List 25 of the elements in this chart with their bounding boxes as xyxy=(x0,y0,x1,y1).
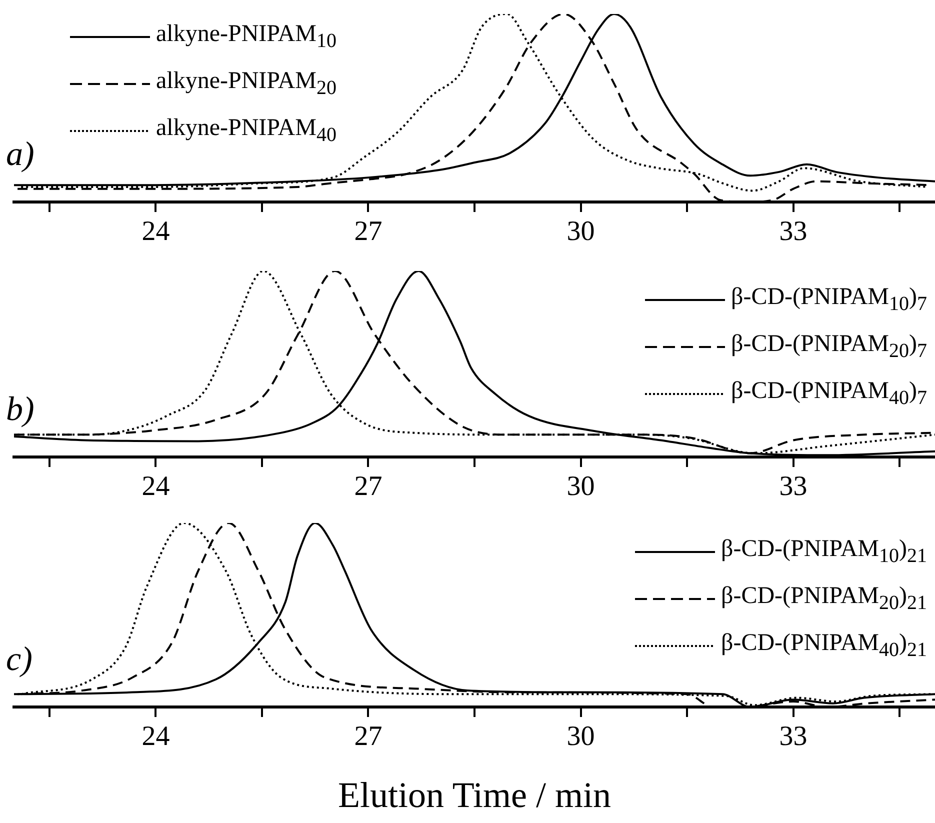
x-tick-label: 24 xyxy=(142,216,170,248)
legend-label: β-CD-(PNIPAM$_{20}$)$_{7}$ xyxy=(730,330,927,364)
x-tick-label: 27 xyxy=(354,471,382,502)
legend-label: β-CD-(PNIPAM$_{10}$)$_{21}$ xyxy=(720,535,927,569)
legend-label: β-CD-(PNIPAM$_{20}$)$_{21}$ xyxy=(720,582,927,616)
legend-label: β-CD-(PNIPAM$_{10}$)$_{7}$ xyxy=(730,283,927,317)
legend-label: alkyne-PNIPAM$_{10}$ xyxy=(156,20,336,54)
x-tick-label: 30 xyxy=(566,216,595,248)
x-tick-label: 33 xyxy=(779,216,808,248)
x-tick-label: 30 xyxy=(566,721,595,752)
x-tick-label: 24 xyxy=(142,471,170,502)
x-tick-label: 33 xyxy=(779,721,808,752)
legend-label: β-CD-(PNIPAM$_{40}$)$_{7}$ xyxy=(730,376,927,410)
annotation: a) xyxy=(6,136,34,174)
x-tick-label: 27 xyxy=(354,216,382,248)
legend-label: alkyne-PNIPAM$_{40}$ xyxy=(156,114,336,148)
legend-label: β-CD-(PNIPAM$_{40}$)$_{21}$ xyxy=(720,628,927,662)
legend-label: alkyne-PNIPAM$_{20}$ xyxy=(156,66,336,101)
x-tick-label: 30 xyxy=(566,471,595,502)
annotation: b) xyxy=(6,391,34,429)
x-tick-label: 33 xyxy=(779,471,808,502)
x-axis-title: Elution Time / min xyxy=(338,774,612,815)
x-tick-label: 24 xyxy=(142,721,170,752)
annotation: c) xyxy=(6,641,32,679)
x-tick-label: 27 xyxy=(354,721,382,752)
